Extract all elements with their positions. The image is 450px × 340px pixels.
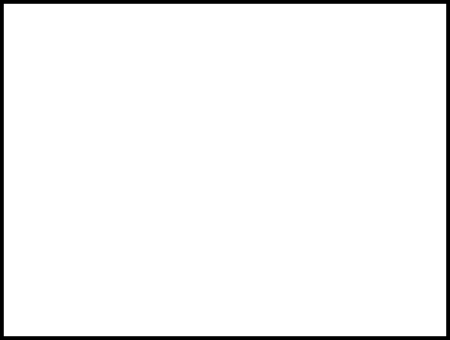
FancyArrow shape bbox=[138, 173, 245, 189]
Text: H⁺: H⁺ bbox=[330, 143, 343, 153]
Text: –COOH: –COOH bbox=[90, 62, 124, 72]
Text: H⁺: H⁺ bbox=[384, 99, 396, 109]
Text: –COO⁻: –COO⁻ bbox=[287, 173, 319, 184]
Text: –COO⁻: –COO⁻ bbox=[287, 281, 319, 291]
Bar bbox=[71, 49, 88, 295]
Text: –COOH: –COOH bbox=[90, 173, 124, 184]
Text: IONISATION OF ACIDIC GROUPS: IONISATION OF ACIDIC GROUPS bbox=[143, 27, 307, 37]
Text: –COOH: –COOH bbox=[90, 210, 124, 221]
Text: –COO⁻: –COO⁻ bbox=[287, 62, 319, 72]
Text: H⁺: H⁺ bbox=[359, 256, 372, 266]
Text: H⁺: H⁺ bbox=[330, 290, 343, 300]
Text: –COO⁻: –COO⁻ bbox=[287, 136, 319, 146]
Text: –COOH: –COOH bbox=[90, 99, 124, 109]
Text: –COOH: –COOH bbox=[90, 281, 124, 291]
Text: H⁺: H⁺ bbox=[359, 62, 372, 72]
FancyArrow shape bbox=[138, 157, 245, 173]
Text: –COOH: –COOH bbox=[90, 248, 124, 258]
Text: H⁺: H⁺ bbox=[359, 180, 372, 190]
Text: –COOH: –COOH bbox=[90, 136, 124, 146]
Text: –COO⁻: –COO⁻ bbox=[287, 99, 319, 109]
Text: H⁺: H⁺ bbox=[330, 217, 343, 227]
Text: –COO⁻: –COO⁻ bbox=[287, 248, 319, 258]
Text: –COO⁻: –COO⁻ bbox=[287, 210, 319, 221]
Bar bbox=[267, 49, 284, 295]
